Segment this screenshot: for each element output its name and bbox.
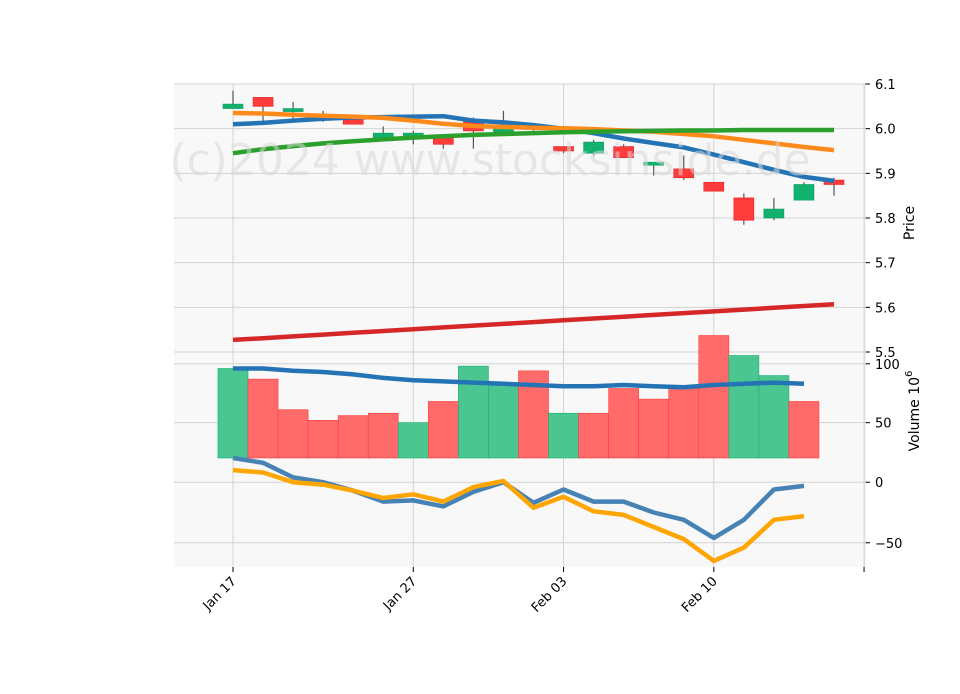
volume-axis-label-text: Volume 10 [907,377,923,451]
volume-axis-label-exponent: 6 [904,371,915,377]
volume-bar [217,368,249,459]
candle-up [763,208,785,219]
y-tick-label: 50 [875,417,892,432]
candle-down [252,97,274,107]
volume-ma-line [233,366,805,390]
candle-down [613,146,634,159]
oscillator-panel-background [174,458,865,567]
volume-axis-label: Volume 106 [904,371,923,452]
volume-bar [728,355,760,459]
candle-up [643,161,665,166]
candle-up [583,141,604,154]
price-axis-label: Price [902,206,918,240]
volume-bar [788,401,820,459]
y-tick-label: 5.6 [875,301,896,316]
y-tick-label: −50 [875,537,902,552]
volume-bar [428,401,459,459]
candle-down [673,168,695,179]
volume-bar [397,422,429,459]
volume-bar [698,335,730,459]
volume-bar [337,415,369,459]
y-tick-label: 100 [875,358,900,373]
watermark-text: (c)2024 www.stocksinside.de [169,135,810,186]
x-tick-label: Jan 17 [200,574,240,614]
price-ma-line-4 [232,301,835,343]
volume-bar [578,412,609,459]
y-tick-label: 0 [875,476,883,491]
volume-bar [458,365,489,459]
oscillator-line-2 [232,467,805,564]
y-tick-label: 5.9 [875,167,896,182]
y-tick-label: 6.1 [875,78,896,93]
volume-bar [758,375,790,459]
volume-bar [307,420,339,459]
candle-up [282,108,304,112]
x-tick-label: Jan 27 [380,574,420,614]
volume-bar [488,383,519,459]
volume-bar [247,378,279,459]
candle-down [703,181,725,192]
price-ma-line-3 [232,127,834,156]
volume-bar [638,398,670,459]
volume-bar [367,412,399,459]
volume-bar [608,388,639,459]
volume-bar [548,412,579,459]
candle-down [553,146,574,152]
volume-bar [277,409,309,459]
x-tick-label: Feb 10 [679,574,721,616]
candle-up [793,184,815,201]
candle-down [733,197,755,221]
x-tick-label: Feb 03 [529,574,571,616]
volume-bar [668,388,700,459]
y-tick-label: 5.7 [875,257,896,272]
y-tick-label: 5.8 [875,212,896,227]
y-tick-label: 5.5 [875,346,896,361]
price-ma-line-1 [232,113,835,184]
candle-up [222,103,244,109]
y-tick-label: 6.0 [875,123,896,138]
price-ma-line-2 [232,110,835,153]
